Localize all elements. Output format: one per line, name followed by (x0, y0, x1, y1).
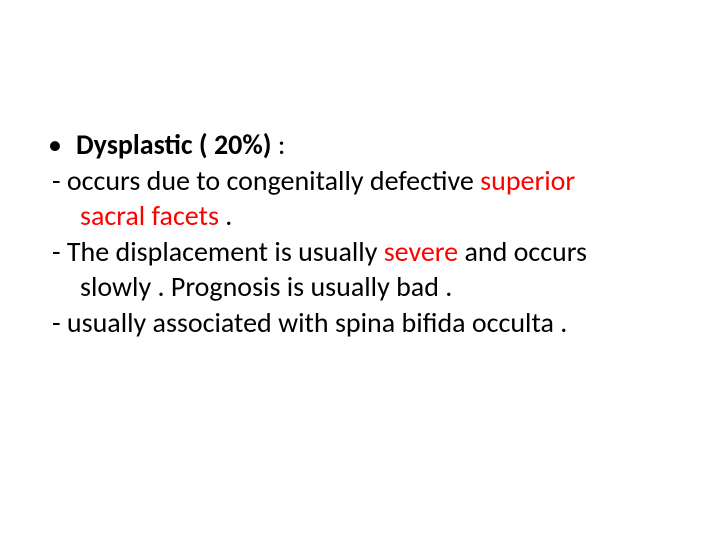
bullet-item: • Dysplastic ( 20%) : (42, 128, 660, 162)
line-1b: sacral facets . (42, 199, 660, 233)
line-1a-red: superior (480, 163, 575, 198)
line-2a-rest: and occurs (458, 234, 587, 269)
bullet-title: Dysplastic ( 20%) : (76, 128, 660, 162)
line-2a-text: - The displacement is usually (52, 234, 384, 269)
bullet-marker-icon: • (42, 128, 76, 162)
bullet-title-bold: Dysplastic ( 20%) (76, 127, 272, 162)
bullet-title-rest: : (272, 127, 286, 162)
line-2b-text: slowly . Prognosis is usually bad . (80, 269, 452, 304)
line-2a-red: severe (384, 234, 458, 269)
line-2a: - The displacement is usually severe and… (42, 235, 660, 269)
line-1b-rest: . (219, 198, 232, 233)
slide-body: • Dysplastic ( 20%) : - occurs due to co… (0, 0, 720, 540)
line-1a-text: - occurs due to congenitally defective (52, 163, 480, 198)
line-3-text: - usually associated with spina bifida o… (52, 305, 567, 340)
line-1a: - occurs due to congenitally defective s… (42, 164, 660, 198)
line-2b: slowly . Prognosis is usually bad . (42, 270, 660, 304)
line-1b-red: sacral facets (80, 198, 219, 233)
line-3: - usually associated with spina bifida o… (42, 306, 660, 340)
